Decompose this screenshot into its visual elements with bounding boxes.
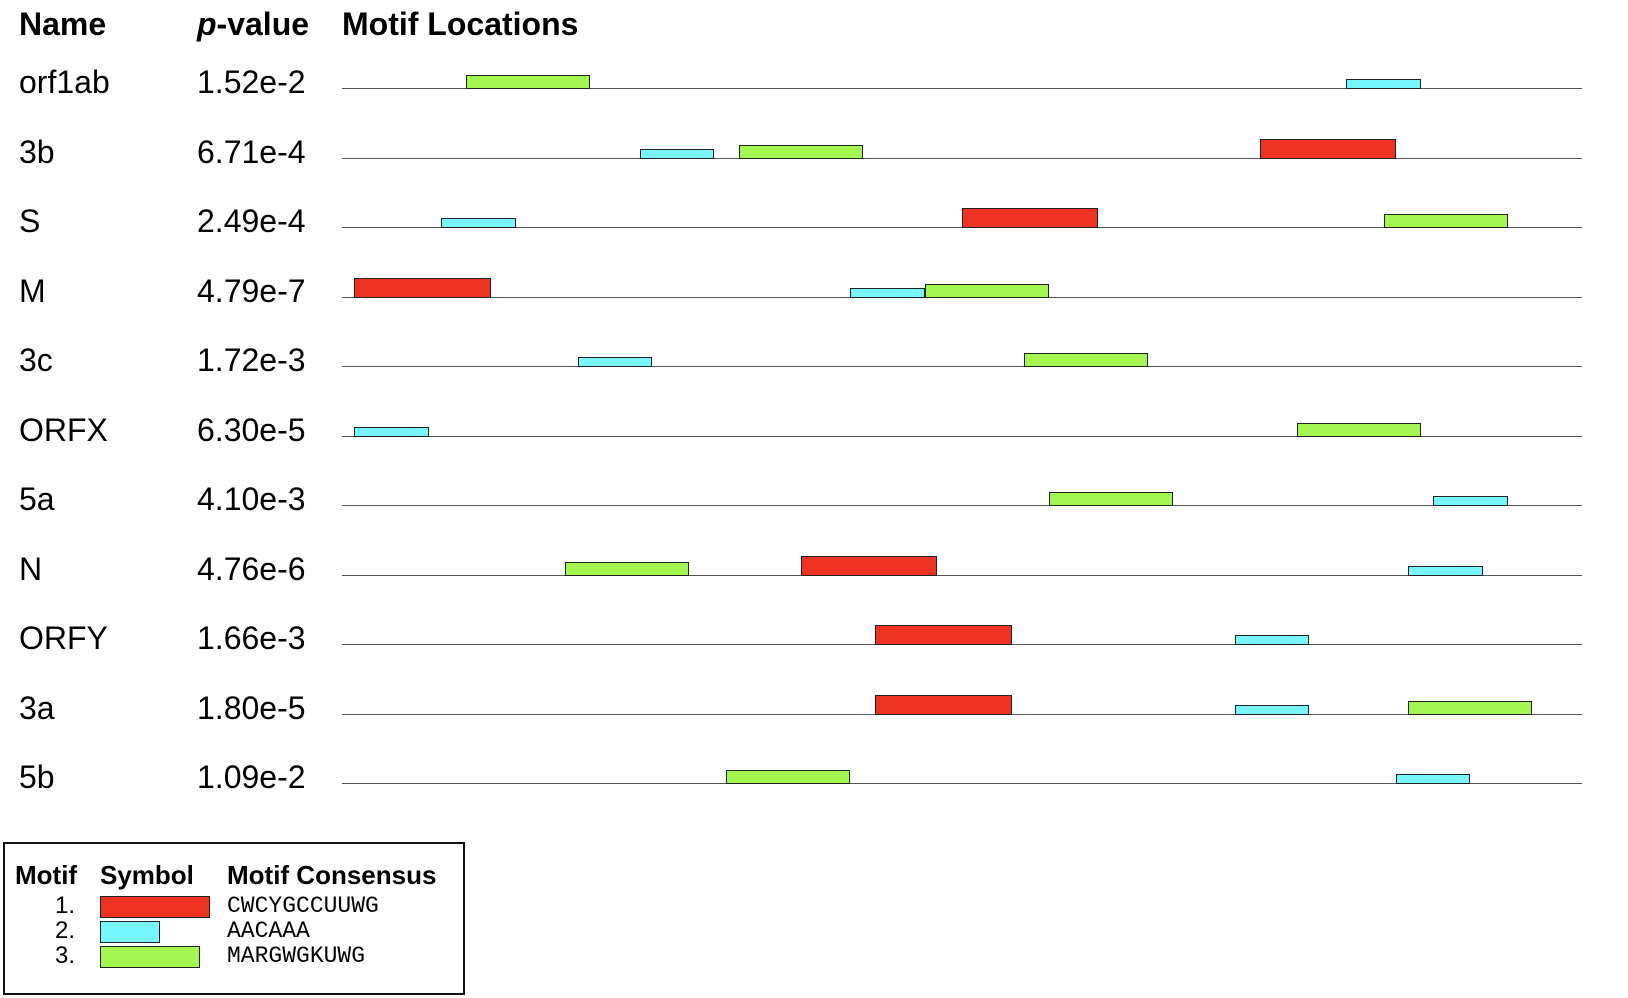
sequence-row: orf1ab 1.52e-2	[0, 64, 1628, 134]
header-pvalue-italic: p	[197, 6, 217, 42]
sequence-row: 3b 6.71e-4	[0, 134, 1628, 204]
legend-row: 3. MARGWGKUWG	[5, 944, 465, 970]
sequence-name: S	[19, 203, 41, 239]
sequence-track-line	[342, 88, 1582, 89]
sequence-row: 3a 1.80e-5	[0, 690, 1628, 760]
sequence-name: M	[19, 272, 46, 309]
motif-3-site	[1408, 700, 1533, 715]
motif-1-site	[962, 208, 1099, 228]
header-motif-locations: Motif Locations	[342, 6, 579, 42]
sequence-row: 5a 4.10e-3	[0, 481, 1628, 551]
sequence-row: S 2.49e-4	[0, 203, 1628, 273]
motif-2-site	[1346, 79, 1421, 89]
sequence-pvalue: 4.79e-7	[197, 272, 306, 309]
sequence-pvalue: 6.71e-4	[197, 133, 306, 170]
sequence-pvalue: 6.30e-5	[197, 411, 306, 448]
motif-2-site	[850, 287, 925, 298]
sequence-track-line	[342, 505, 1582, 506]
motif-1-site	[1259, 138, 1396, 159]
legend-symbol-motif-3	[100, 946, 200, 968]
motif-3-site	[924, 283, 1049, 298]
motif-1-site	[875, 694, 1012, 715]
sequence-pvalue: 4.76e-6	[197, 550, 306, 587]
legend-symbol-motif-1	[100, 896, 210, 918]
motif-2-site	[577, 357, 652, 367]
motif-1-site	[875, 625, 1012, 645]
legend-symbol-motif-2	[100, 921, 160, 943]
sequence-name: 3c	[19, 342, 53, 378]
motif-2-site	[354, 426, 429, 437]
sequence-row: 3c 1.72e-3	[0, 342, 1628, 412]
sequence-name: 3a	[19, 689, 55, 726]
sequence-track-line	[342, 366, 1582, 367]
sequence-pvalue: 1.52e-2	[197, 64, 306, 100]
header-name: Name	[19, 6, 107, 42]
sequence-track-line	[342, 435, 1582, 437]
legend-row: 2. AACAAA	[5, 919, 465, 945]
sequence-name: 5b	[19, 759, 55, 795]
motif-3-site	[1296, 422, 1421, 437]
sequence-name: orf1ab	[19, 64, 110, 100]
motif-2-site	[1234, 635, 1310, 645]
sequence-track-line	[342, 157, 1582, 159]
header-pvalue: p-value	[197, 4, 309, 44]
sequence-track-line	[342, 574, 1582, 576]
sequence-row: ORFY 1.66e-3	[0, 620, 1628, 690]
legend-number: 3.	[55, 942, 76, 969]
sequence-name: N	[19, 550, 43, 587]
legend-row: 1. CWCYGCCUUWG	[5, 894, 465, 920]
motif-1-site	[800, 555, 938, 576]
motif-legend: Motif Symbol Motif Consensus 1. CWCYGCCUU…	[3, 842, 465, 995]
legend-consensus: AACAAA	[227, 918, 310, 944]
motif-3-site	[466, 75, 590, 89]
legend-number: 2.	[55, 917, 76, 944]
motif-3-site	[1024, 353, 1148, 367]
sequence-pvalue: 4.10e-3	[197, 481, 306, 517]
motif-2-site	[1408, 565, 1483, 576]
sequence-pvalue: 2.49e-4	[197, 203, 306, 239]
sequence-name: ORFX	[19, 411, 108, 448]
legend-header-motif: Motif	[15, 860, 78, 890]
sequence-name: ORFY	[19, 620, 108, 656]
sequence-row: M 4.79e-7	[0, 273, 1628, 343]
legend-header-consensus: Motif Consensus	[227, 860, 437, 890]
sequence-row: ORFX 6.30e-5	[0, 412, 1628, 482]
motif-3-site	[1383, 214, 1508, 228]
legend-consensus: CWCYGCCUUWG	[227, 893, 379, 919]
sequence-name: 3b	[19, 133, 55, 170]
motif-2-site	[1433, 496, 1508, 506]
motif-3-site	[1048, 492, 1173, 506]
sequence-pvalue: 1.72e-3	[197, 342, 306, 378]
sequence-track-line	[342, 783, 1582, 784]
legend-consensus: MARGWGKUWG	[227, 943, 366, 969]
sequence-row: 5b 1.09e-2	[0, 759, 1628, 829]
sequence-pvalue: 1.09e-2	[197, 759, 306, 795]
sequence-pvalue: 1.66e-3	[197, 620, 306, 656]
motif-2-site	[639, 148, 714, 159]
motif-3-site	[726, 770, 851, 784]
sequence-row: N 4.76e-6	[0, 551, 1628, 621]
motif-2-site	[1396, 774, 1471, 784]
header-pvalue-rest: -value	[216, 6, 310, 42]
legend-number: 1.	[55, 892, 76, 919]
sequence-pvalue: 1.80e-5	[197, 689, 306, 726]
sequence-name: 5a	[19, 481, 55, 517]
legend-header-symbol: Symbol	[100, 860, 194, 890]
motif-2-site	[441, 218, 516, 228]
motif-2-site	[1234, 704, 1310, 715]
motif-1-site	[354, 277, 491, 298]
motif-3-site	[565, 561, 690, 576]
motif-3-site	[738, 144, 863, 159]
sequence-rows: orf1ab 1.52e-2 3b 6.71e-4 S 2.49e-4 M 4.79e-7 3c…	[0, 64, 1628, 795]
